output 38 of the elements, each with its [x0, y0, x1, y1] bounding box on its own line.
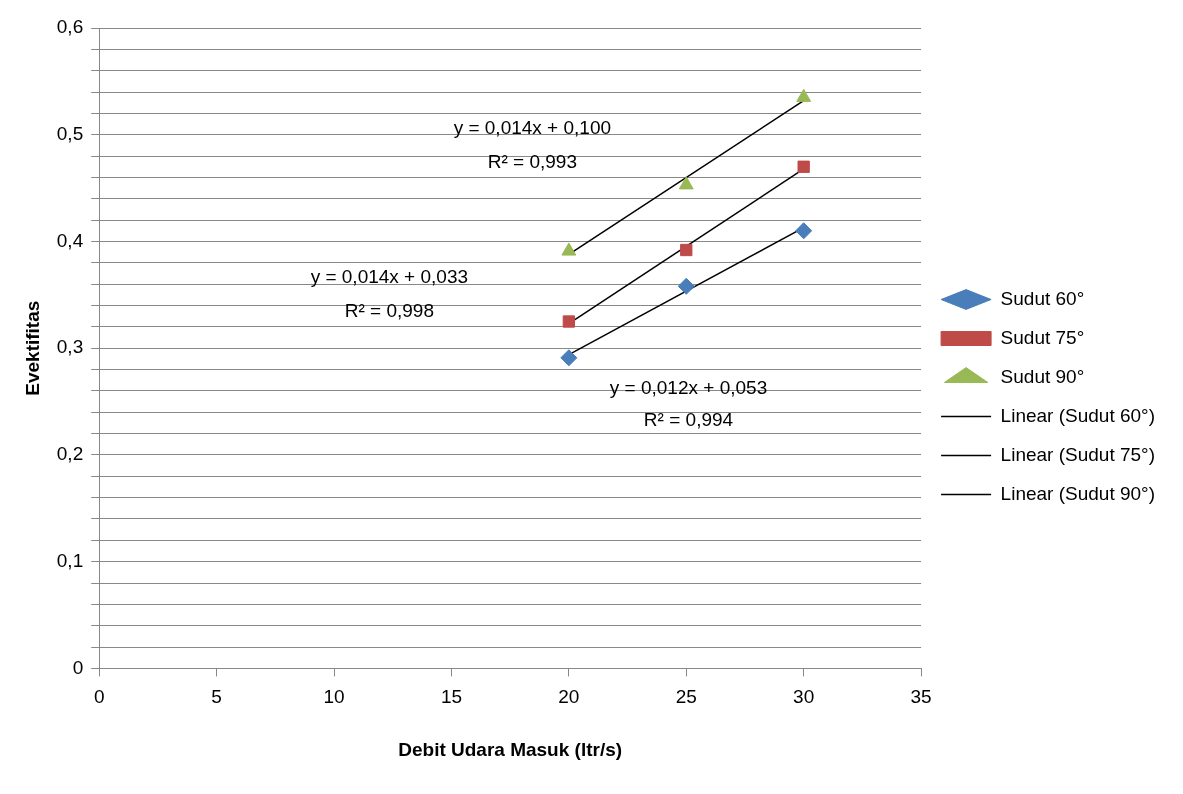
- legend-label: Sudut 75°: [1000, 326, 1085, 348]
- legend-label: Linear (Sudut 60°): [1000, 404, 1156, 426]
- point: [796, 88, 812, 102]
- legend-label: Sudut 90°: [1000, 365, 1085, 387]
- point: [795, 222, 813, 240]
- x-tick-label: 10: [323, 686, 345, 708]
- point: [562, 315, 576, 328]
- y-axis-title: Evektifitas: [21, 300, 43, 396]
- y-tick-label: 0,6: [56, 16, 84, 38]
- x-tick-label: 0: [93, 686, 105, 708]
- y-tick-label: 0,2: [56, 443, 84, 465]
- x-tick-label: 20: [558, 686, 580, 708]
- annotation: R² = 0,993: [487, 150, 577, 172]
- legend-label: Linear (Sudut 75°): [1000, 443, 1156, 465]
- annotation: R² = 0,998: [344, 299, 434, 321]
- y-tick-label: 0,1: [56, 549, 84, 571]
- y-tick-label: 0,4: [56, 229, 84, 251]
- annotation: R² = 0,994: [643, 409, 734, 431]
- x-tick-label: 25: [675, 686, 697, 708]
- x-tick-label: 35: [910, 686, 932, 708]
- point: [797, 160, 810, 173]
- x-tick-label: 5: [211, 686, 222, 708]
- x-tick-label: 15: [440, 686, 463, 708]
- y-tick-label: 0: [72, 656, 84, 678]
- y-tick-label: 0,3: [56, 336, 84, 358]
- annotation: y = 0,012x + 0,053: [609, 377, 768, 399]
- point: [678, 176, 694, 190]
- legend-label: Sudut 60°: [1000, 287, 1085, 309]
- x-axis-title: Debit Udara Masuk (ltr/s): [398, 738, 623, 760]
- annotation: y = 0,014x + 0,033: [310, 265, 469, 287]
- annotation: y = 0,014x + 0,100: [453, 117, 612, 139]
- point: [561, 242, 577, 256]
- point: [680, 243, 693, 257]
- y-tick-label: 0,5: [56, 122, 84, 144]
- x-tick-label: 30: [793, 686, 815, 708]
- legend-label: Linear (Sudut 90°): [1000, 482, 1156, 504]
- point: [560, 349, 578, 367]
- point: [677, 277, 695, 295]
